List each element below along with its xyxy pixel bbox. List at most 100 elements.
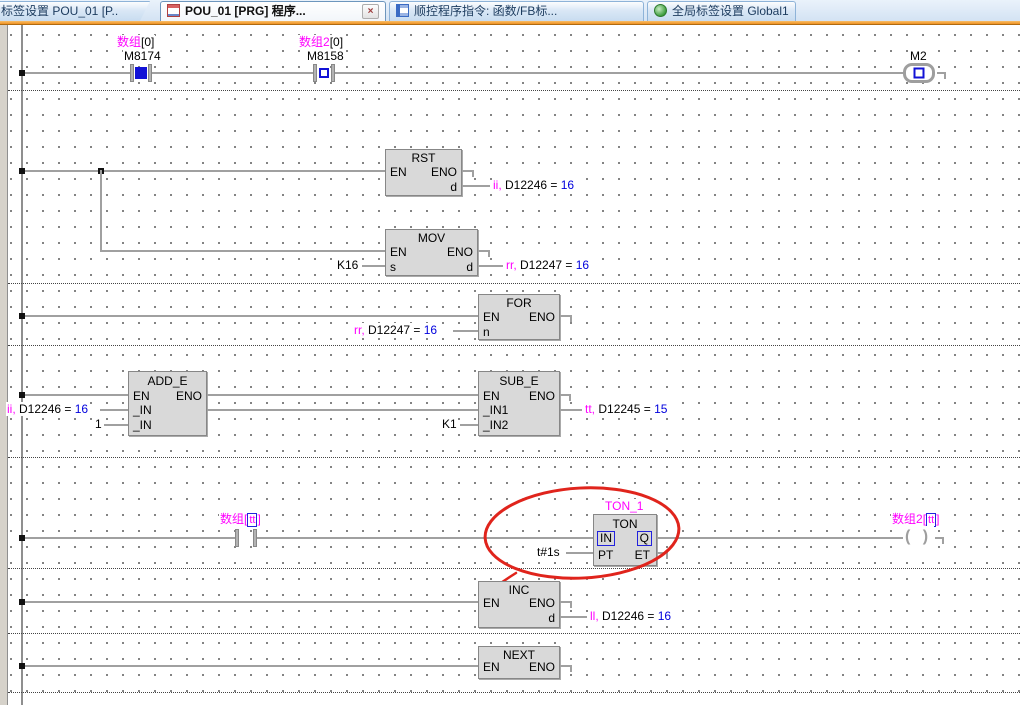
tab-label: 顺控程序指令: 函数/FB标... [414,4,558,18]
wire-segment [335,72,903,74]
junction-dot [19,535,25,541]
tab-instruction-help[interactable]: 顺控程序指令: 函数/FB标... [389,1,644,21]
wire-segment [207,394,478,396]
fb-mov[interactable]: MOV EN ENO s d [385,229,478,276]
operand-device: D12246 = [602,609,655,623]
operand-device: D12247 = [368,323,421,337]
index-variable: tt [247,513,258,527]
monitor-label-for-n[interactable]: rr, D12247 = 16 [353,323,439,337]
wire-open-end [569,396,571,401]
monitor-label-sub-out[interactable]: tt, D12245 = 15 [584,402,669,416]
pin-d: d [450,180,457,194]
device-label[interactable]: M8174 [123,49,162,63]
wire-segment [478,265,503,267]
wire-segment [937,72,946,74]
contact-m8158[interactable] [313,64,335,82]
fb-next[interactable]: NEXT EN ENO [478,646,560,679]
variable-name: 数组 [117,35,142,49]
monitor-label-add-in1[interactable]: ii, D12246 = 16 [6,402,90,416]
operand-value: 1 [95,417,102,431]
monitor-label-rst-d[interactable]: ii, D12246 = 16 [492,178,576,192]
operand-label-ton-pt[interactable]: t#1s [536,545,561,559]
operand-prefix: ll, [590,609,599,623]
operand-value: 16 [575,258,590,272]
network-separator [8,692,1020,693]
fb-title: ADD_E [147,374,188,388]
tab-local-label-settings[interactable]: 标签设置 POU_01 [P.. [0,1,150,21]
operand-label-add-in2[interactable]: 1 [94,417,103,431]
wire-segment [935,537,944,539]
contact-label[interactable]: 数组[0] [116,35,156,49]
operand-label-mov-s[interactable]: K16 [336,258,360,272]
coil-label[interactable]: 数组2[tt] [891,512,941,527]
pin-eno: ENO [528,660,555,674]
contact-label[interactable]: 数组[tt] [219,512,262,527]
fb-sub-e[interactable]: SUB_E EN ENO _IN1 _IN2 [478,371,560,436]
wire-segment [657,537,903,539]
wire-segment [462,170,474,172]
contact-m8174[interactable] [130,64,152,82]
pin-en: EN [390,245,407,259]
pin-en: EN [483,389,500,403]
monitor-label-inc-d[interactable]: ll, D12246 = 16 [589,609,673,623]
array-index: [0] [141,35,155,49]
network-separator [8,90,1020,91]
junction-dot [19,663,25,669]
fb-title: SUB_E [499,374,539,388]
wire-segment [104,424,128,426]
pin-eno: ENO [430,165,457,179]
wire-segment [152,72,313,74]
wire-branch [100,170,102,252]
coil-m2[interactable] [903,63,935,83]
device-label[interactable]: M2 [909,49,928,63]
fb-title: MOV [417,231,446,245]
operand-value: 16 [423,323,438,337]
wire-segment [207,409,478,411]
instruction-help-icon [396,4,409,17]
pin-q-monitor-box: Q [636,531,652,546]
wire-segment [23,170,385,172]
tab-global-label-settings[interactable]: 全局标签设置 Global1 [647,1,796,21]
contact-bar [331,64,335,82]
fb-ton[interactable]: TON IN Q PT ET [593,514,657,566]
wire-segment [478,250,490,252]
contact-label[interactable]: 数组2[0] [298,35,345,49]
junction-dot [19,599,25,605]
contact-bar [313,64,317,82]
coil-array2-tt[interactable]: ( ) [903,526,935,548]
device-label[interactable]: M8158 [306,49,345,63]
monitor-label-mov-d[interactable]: rr, D12247 = 16 [505,258,591,272]
pin-en: EN [483,660,500,674]
wire-segment [257,537,593,539]
pin-in2: _IN2 [483,418,509,432]
variable-name: 数组2 [299,35,330,49]
wire-segment [100,250,385,252]
tabbar-accent-strip [0,21,1020,25]
pin-eno: ENO [528,310,555,324]
fb-for[interactable]: FOR EN ENO n [478,294,560,340]
operand-prefix: ii, [7,402,16,416]
junction-dot [19,168,25,174]
wire-segment [560,315,572,317]
fb-title: TON [612,517,638,531]
operand-label-sub-in2[interactable]: K1 [441,417,458,431]
wire-segment [23,601,478,603]
pin-eno: ENO [446,245,473,259]
tab-pou01-program[interactable]: POU_01 [PRG] 程序... × [160,1,386,21]
fb-instance-label[interactable]: TON_1 [604,499,645,513]
wire-open-end [472,172,474,177]
contact-array-tt[interactable] [235,529,257,547]
document-tab-bar: 标签设置 POU_01 [P.. POU_01 [PRG] 程序... × 顺控… [0,0,1020,25]
fb-rst[interactable]: RST EN ENO d [385,149,462,196]
tab-close-button[interactable]: × [362,4,379,19]
pin-n: n [483,325,490,339]
operand-device: D12246 = [19,402,72,416]
editor-left-gutter [0,25,8,705]
fb-add-e[interactable]: ADD_E EN ENO _IN _IN [128,371,207,436]
ladder-editor-canvas[interactable]: 数组[0] M8174 数组2[0] M8158 M2 RST EN ENO d [0,25,1020,705]
network-separator [8,457,1020,458]
program-document-icon [167,4,180,17]
wire-segment [560,665,572,667]
fb-inc[interactable]: INC EN ENO d [478,581,560,628]
wire-open-end [666,554,668,559]
